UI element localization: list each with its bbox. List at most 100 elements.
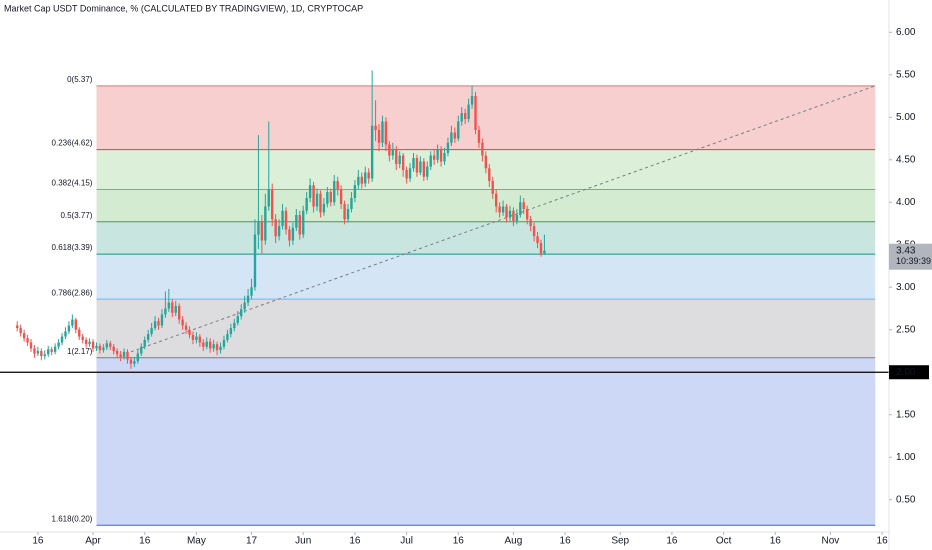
candle-body <box>267 189 270 207</box>
candle-body <box>47 349 50 355</box>
x-tick-label: 16 <box>32 536 44 547</box>
fib-level-label: 0.618(3.39) <box>52 243 93 252</box>
candle-body <box>370 125 374 179</box>
candle-body <box>236 316 239 323</box>
candle-body <box>226 333 229 340</box>
candle-body <box>271 189 274 220</box>
x-tick-label: 16 <box>453 536 465 547</box>
candle-body <box>494 193 498 207</box>
candle-body <box>543 250 546 254</box>
candle-body <box>122 351 126 357</box>
candle-body <box>481 142 484 156</box>
candle-body <box>174 305 177 313</box>
candle-body <box>146 333 150 340</box>
candle-body <box>477 130 481 143</box>
candle-body <box>298 215 301 235</box>
candle-body <box>264 206 267 241</box>
y-tick-label: 2.50 <box>896 324 916 335</box>
candle-body <box>439 149 443 162</box>
fib-level-label: 0(5.37) <box>67 75 93 84</box>
candle-body <box>436 149 439 160</box>
candle-body <box>505 206 508 218</box>
candle-body <box>22 333 26 339</box>
candle-body <box>350 198 353 210</box>
candle-body <box>312 185 315 207</box>
candle-body <box>360 176 364 184</box>
candle-body <box>343 203 346 220</box>
candle-body <box>53 346 57 352</box>
candle-body <box>81 336 84 340</box>
candle-body <box>98 345 102 351</box>
fib-level-label: 0.236(4.62) <box>52 139 93 148</box>
candle-body <box>519 202 522 216</box>
fib-zone <box>96 221 876 255</box>
candle-body <box>112 346 115 351</box>
candle-body <box>26 338 29 343</box>
candle-body <box>215 344 219 351</box>
candle-body <box>181 319 184 326</box>
candle-body <box>295 215 298 228</box>
candle-body <box>246 295 250 303</box>
candle-body <box>384 121 388 145</box>
candle-body <box>463 113 467 119</box>
candle-body <box>202 342 205 347</box>
last-price-label: 3.43 <box>896 245 916 256</box>
hline-tag <box>889 365 929 380</box>
candle-body <box>60 336 64 343</box>
candle-body <box>501 206 505 213</box>
candle-body <box>84 339 88 345</box>
candle-body <box>364 172 367 184</box>
x-tick-label: May <box>187 536 206 547</box>
candle-body <box>367 172 370 179</box>
hline-tag-label: 2.00 <box>896 367 916 378</box>
x-tick-label: Aug <box>505 536 523 547</box>
candle-body <box>243 302 246 310</box>
candle-body <box>398 155 401 165</box>
fib-zone <box>96 189 876 222</box>
fib-zone <box>96 254 876 300</box>
candle-body <box>453 132 457 139</box>
candle-body <box>405 169 408 179</box>
candle-body <box>119 354 122 357</box>
candle-body <box>150 328 153 334</box>
y-tick-label: 0.50 <box>896 494 916 505</box>
candle-body <box>498 206 501 213</box>
x-tick-label: Oct <box>716 536 732 547</box>
fib-level-label: 0.786(2.86) <box>52 288 93 297</box>
y-tick-label: 1.00 <box>896 452 916 463</box>
candle-body <box>326 192 329 204</box>
candle-body <box>288 229 291 241</box>
candle-body <box>164 308 167 315</box>
x-tick-label: Jun <box>295 536 311 547</box>
x-tick-label: Apr <box>85 536 101 547</box>
x-tick-label: Nov <box>822 536 840 547</box>
candle-body <box>277 226 281 237</box>
candle-body <box>388 144 391 156</box>
candle-body <box>401 155 405 170</box>
y-tick-label: 1.50 <box>896 409 916 420</box>
candle-body <box>191 334 195 340</box>
candle-body <box>457 121 460 139</box>
fib-zone <box>96 85 876 150</box>
candle-body <box>136 353 140 362</box>
candle-body <box>281 210 284 227</box>
candle-body <box>153 321 157 329</box>
candle-body <box>233 322 236 329</box>
candle-body <box>253 234 257 288</box>
fib-level-label: 0.5(3.77) <box>60 211 92 220</box>
y-tick-label: 4.00 <box>896 197 916 208</box>
candle-body <box>391 149 395 156</box>
candle-body <box>525 209 529 220</box>
candle-body <box>71 319 74 326</box>
candle-body <box>470 96 474 105</box>
candle-body <box>422 161 426 177</box>
fib-zone <box>96 299 876 358</box>
candle-body <box>302 210 305 235</box>
candle-body <box>460 113 463 122</box>
y-tick-label: 6.00 <box>896 27 916 38</box>
candle-body <box>88 341 91 345</box>
candle-body <box>260 220 264 241</box>
candle-body <box>208 341 212 349</box>
candle-body <box>308 185 312 199</box>
candle-body <box>329 192 332 203</box>
